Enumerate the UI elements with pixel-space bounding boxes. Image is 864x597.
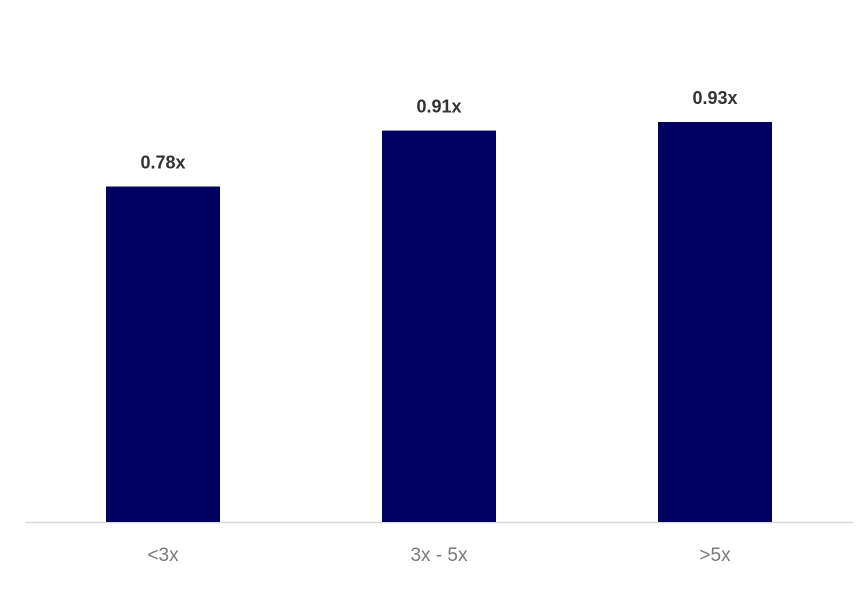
value-label: 0.78x — [140, 152, 185, 172]
value-label: 0.93x — [692, 88, 737, 108]
x-tick-label: 3x - 5x — [410, 545, 468, 566]
x-tick-label: <3x — [147, 545, 179, 566]
bar — [106, 186, 220, 523]
bar — [658, 122, 772, 522]
bar — [382, 130, 496, 522]
x-tick-label: >5x — [699, 545, 731, 566]
value-label: 0.91x — [416, 96, 461, 116]
